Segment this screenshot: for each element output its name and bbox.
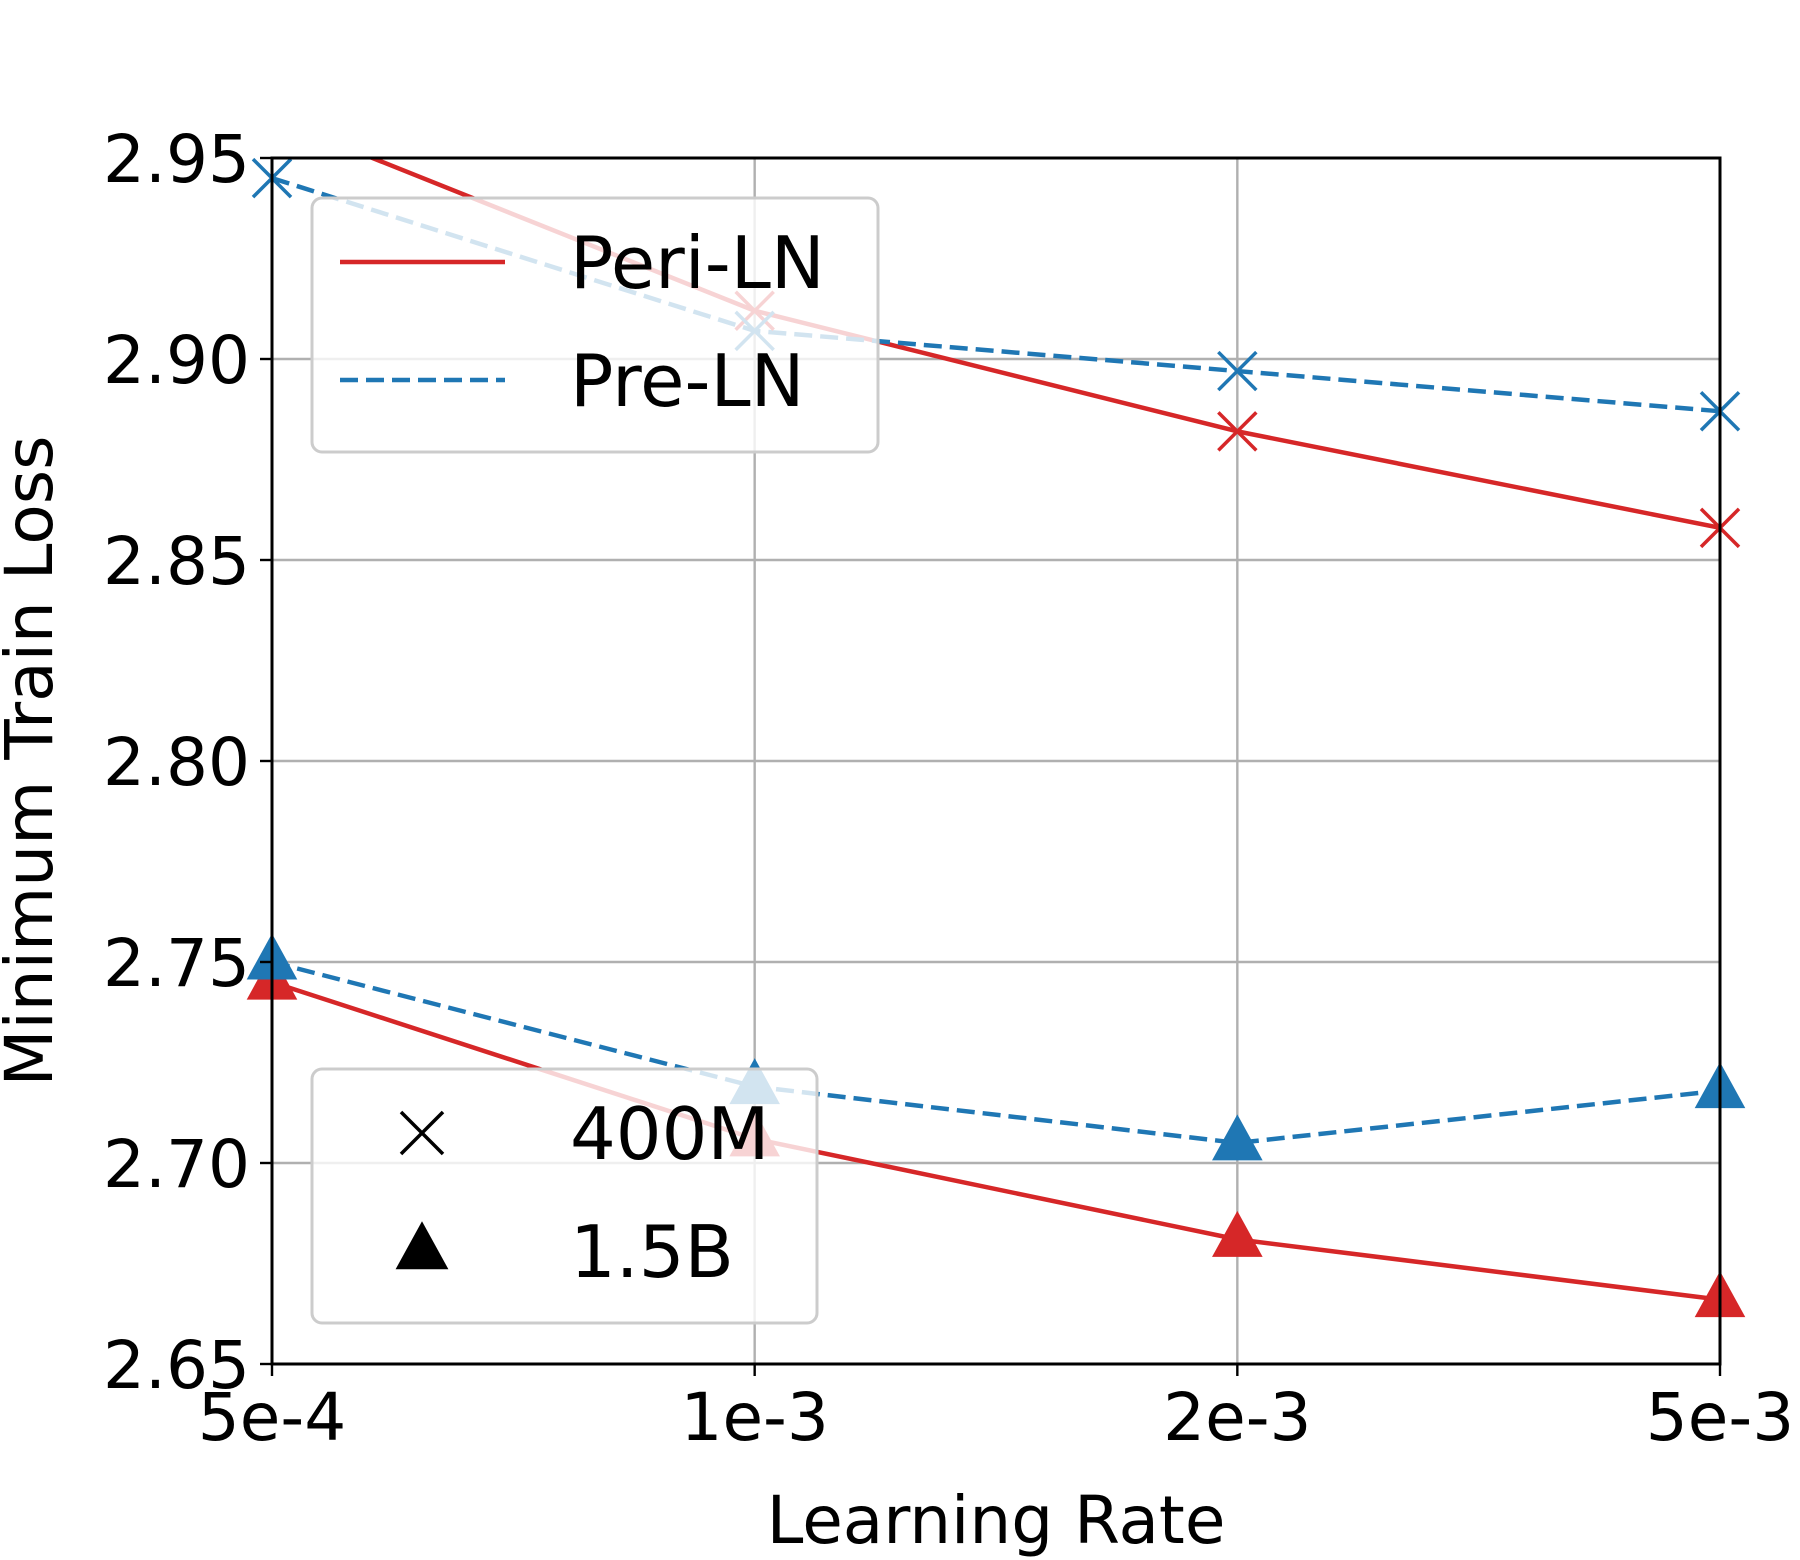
- series-line-pre-ln-400m: [271, 175, 1720, 414]
- legend-label-1-5b: 1.5B: [570, 1210, 734, 1294]
- x-marker-stroke: [399, 1110, 445, 1156]
- legend-marker-400m: [399, 1110, 445, 1156]
- legend-sizes: 400M 1.5B: [310, 1067, 819, 1325]
- y-tick-label: 2.90: [103, 322, 250, 399]
- data-point-peri-ln-400m: [1217, 411, 1258, 452]
- x-tick-label: 5e-3: [1646, 1379, 1794, 1456]
- data-point-pre-ln-400m: [1217, 350, 1258, 392]
- series-line-peri-ln-1-5b: [271, 979, 1720, 1302]
- x-tick-label: 5e-4: [198, 1379, 346, 1456]
- data-point-pre-ln-1-5b: [1212, 1114, 1263, 1161]
- axis-ticks: 5e-4 1e-3 2e-3 5e-3 2.65 2.70 2.75 2.80 2.85 2.90…: [103, 121, 1794, 1456]
- y-tick-label: 2.65: [103, 1327, 250, 1404]
- y-tick-label: 2.95: [103, 121, 250, 198]
- y-tick-label: 2.85: [103, 523, 250, 600]
- x-marker-stroke: [1217, 350, 1258, 392]
- y-axis-label: Minimum Train Loss: [0, 436, 68, 1087]
- x-tick-label: 2e-3: [1163, 1379, 1311, 1456]
- y-tick-label: 2.70: [103, 1126, 250, 1203]
- x-marker-stroke: [1217, 411, 1258, 452]
- legend-methods: Peri-LN Pre-LN: [310, 196, 880, 454]
- legend-marker-1-5b: [395, 1221, 449, 1270]
- data-point-peri-ln-1-5b: [1212, 1210, 1263, 1257]
- x-tick-label: 1e-3: [680, 1379, 828, 1456]
- series-line-pre-ln-1-5b: [271, 959, 1720, 1146]
- x-axis-label: Learning Rate: [767, 1482, 1226, 1559]
- y-tick-label: 2.75: [103, 925, 250, 1002]
- legend-label-peri-ln: Peri-LN: [570, 221, 825, 305]
- y-tick-label: 2.80: [103, 724, 250, 801]
- legend-label-400m: 400M: [570, 1092, 770, 1176]
- legend-label-pre-ln: Pre-LN: [570, 339, 804, 423]
